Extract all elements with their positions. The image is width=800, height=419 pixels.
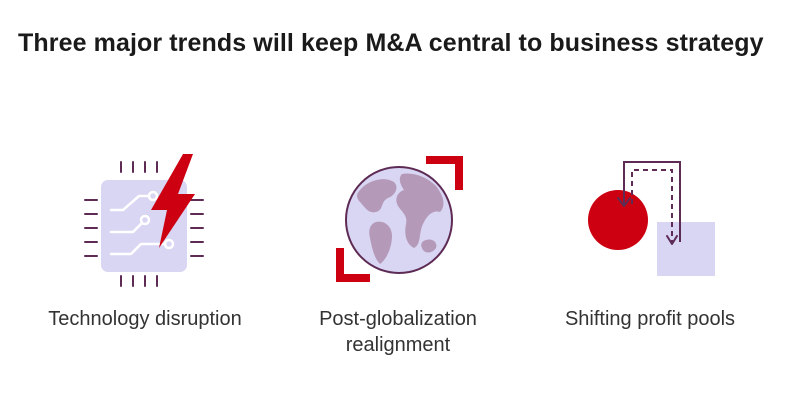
trend-label: Post-globalization realignment <box>319 308 477 356</box>
page-title: Three major trends will keep M&A central… <box>18 29 764 57</box>
flow-circle-square-icon <box>588 161 715 276</box>
trend-shifting-profit-pools: Shifting profit pools <box>520 140 780 380</box>
trend-label: Technology disruption <box>48 308 242 330</box>
trend-label: Shifting profit pools <box>564 308 736 330</box>
chip-lightning-icon <box>84 154 204 287</box>
globe-icon <box>336 156 463 282</box>
trend-post-globalization-realignment: Post-globalization realignment <box>268 140 528 380</box>
trend-technology-disruption: Technology disruption <box>15 140 275 380</box>
